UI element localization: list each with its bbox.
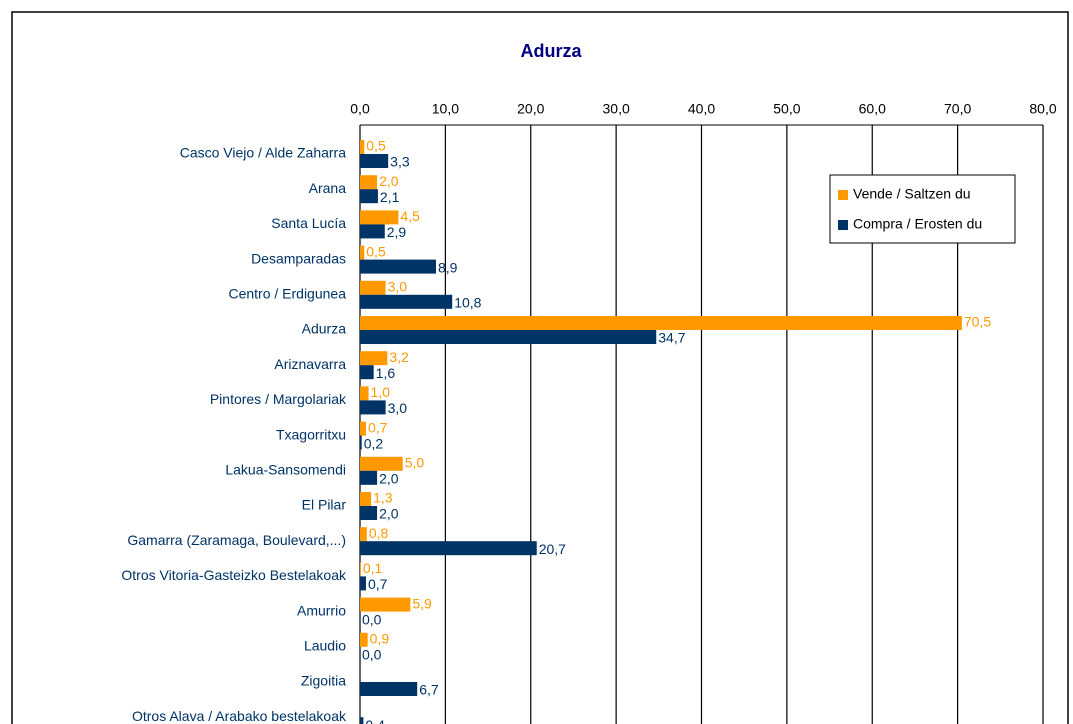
value-label: 0,5: [366, 138, 386, 154]
value-label: 1,3: [373, 490, 393, 506]
value-label: 5,9: [412, 595, 432, 611]
category-label: Casco Viejo / Alde Zaharra: [180, 145, 346, 161]
category-label: Santa Lucía: [271, 215, 346, 231]
bar: [360, 597, 411, 612]
bar: [360, 140, 365, 154]
value-label: 3,0: [388, 400, 408, 416]
category-label: Otros Alava / Arabako bestelakoak: [132, 708, 347, 724]
value-label: 0,0: [362, 611, 382, 627]
bar: [360, 316, 962, 330]
value-label: 0,0: [362, 647, 382, 663]
legend-label: Compra / Erosten du: [853, 216, 982, 232]
category-label: Pintores / Margolariak: [210, 391, 347, 407]
value-label: 0,5: [366, 243, 386, 259]
bar: [360, 365, 374, 380]
value-label: 20,7: [539, 541, 566, 557]
x-tick-label: 60,0: [859, 101, 886, 117]
category-label: Desamparadas: [251, 250, 346, 266]
value-label: 1,6: [376, 365, 396, 381]
bar: [360, 541, 537, 556]
bar: [360, 470, 378, 485]
bar: [360, 506, 378, 520]
bar: [360, 435, 362, 450]
x-tick-label: 50,0: [773, 101, 800, 117]
value-label: 2,1: [380, 189, 400, 205]
legend-swatch: [838, 190, 848, 200]
bar: [360, 224, 385, 239]
category-label: Laudio: [304, 638, 346, 654]
bar: [360, 189, 378, 204]
value-label: 0,7: [368, 576, 388, 592]
bar: [360, 527, 367, 542]
category-label: Gamarra (Zaramaga, Boulevard,...): [127, 532, 346, 548]
value-label: 3,3: [390, 154, 410, 170]
category-label: Ariznavarra: [274, 356, 346, 372]
value-label: 34,7: [658, 330, 685, 346]
bar: [360, 175, 378, 190]
bar: [360, 154, 389, 168]
category-label: Adurza: [302, 321, 347, 337]
x-tick-label: 20,0: [517, 101, 544, 117]
x-tick-label: 70,0: [944, 101, 971, 117]
bar: [360, 717, 364, 724]
x-tick-label: 30,0: [603, 101, 630, 117]
value-label: 3,2: [389, 349, 409, 365]
bar: [360, 280, 386, 295]
bar: [360, 330, 657, 344]
value-label: 10,8: [454, 295, 481, 311]
bar: [360, 294, 453, 309]
bar: [360, 632, 368, 647]
value-label: 5,0: [405, 455, 425, 471]
bar: [360, 682, 418, 696]
bar: [360, 386, 369, 401]
value-label: 2,0: [379, 506, 399, 522]
value-label: 0,2: [364, 435, 384, 451]
category-label: Centro / Erdigunea: [228, 286, 346, 302]
x-tick-label: 10,0: [432, 101, 459, 117]
value-label: 70,5: [964, 314, 991, 330]
chart-title: Adurza: [520, 41, 582, 61]
bar: [360, 576, 366, 591]
value-label: 2,9: [387, 224, 407, 240]
bar: [360, 245, 365, 260]
bar: [360, 492, 372, 506]
x-tick-label: 0,0: [350, 101, 370, 117]
legend-label: Vende / Saltzen du: [853, 186, 971, 202]
value-label: 0,7: [368, 419, 388, 435]
value-label: 4,5: [400, 208, 420, 224]
x-tick-label: 40,0: [688, 101, 715, 117]
value-label: 2,0: [379, 173, 399, 189]
category-label: Lakua-Sansomendi: [225, 462, 346, 478]
bar: [360, 456, 403, 471]
value-label: 8,9: [438, 259, 458, 275]
legend-swatch: [838, 220, 848, 230]
category-label: Amurrio: [297, 602, 346, 618]
bar: [360, 351, 388, 366]
chart-frame: [11, 11, 1069, 724]
x-tick-label: 80,0: [1029, 101, 1056, 117]
value-label: 0,1: [363, 560, 383, 576]
value-label: 1,0: [371, 384, 391, 400]
category-label: Zigoitia: [301, 673, 346, 689]
value-label: 2,0: [379, 471, 399, 487]
value-label: 0,9: [370, 631, 390, 647]
value-label: 0,4: [365, 717, 385, 724]
category-label: El Pilar: [302, 497, 347, 513]
category-label: Arana: [309, 180, 347, 196]
value-label: 0,8: [369, 525, 389, 541]
bar: [360, 562, 361, 577]
bar: [360, 210, 399, 225]
legend-box: [829, 174, 1016, 244]
value-label: 3,0: [388, 279, 408, 295]
category-label: Txagorritxu: [276, 426, 346, 442]
bar: [360, 259, 436, 274]
bar: [360, 400, 386, 415]
value-label: 6,7: [419, 682, 439, 698]
category-label: Otros Vitoria-Gasteizko Bestelakoak: [121, 567, 347, 583]
bar: [360, 421, 366, 436]
